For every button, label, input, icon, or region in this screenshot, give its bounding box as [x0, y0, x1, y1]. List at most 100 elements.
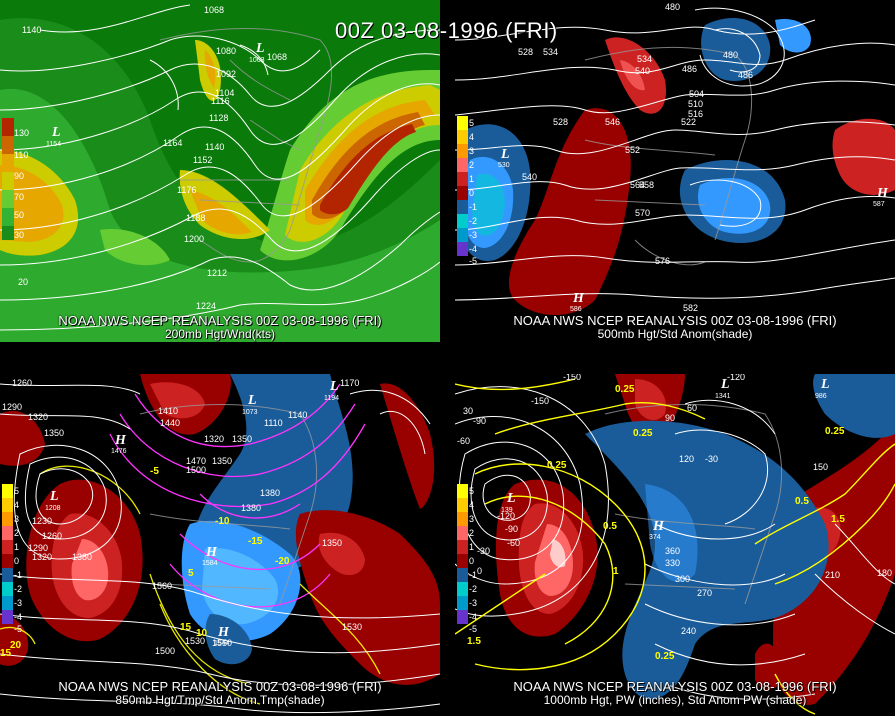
contour-label: 120	[679, 454, 694, 464]
scale-label: 0	[469, 556, 474, 566]
svg-text:L: L	[51, 125, 61, 140]
contour-label: -60	[507, 538, 520, 548]
contour-label: 1164	[163, 138, 182, 148]
high-center: H 1476	[111, 433, 127, 455]
contour-label: 1170	[340, 378, 359, 388]
temp-label: 10	[196, 628, 208, 639]
contour-label: 564	[630, 180, 645, 190]
svg-text:H: H	[114, 433, 127, 448]
scale-label: -4	[469, 612, 477, 622]
high-center: H 1584	[202, 545, 218, 567]
contour-label: 516	[688, 109, 703, 119]
svg-text:587: 587	[873, 201, 885, 208]
contour-label: 1550	[212, 638, 232, 648]
scale-label: -1	[14, 570, 22, 580]
contour-label: 1140	[288, 410, 307, 420]
legend-200mb: 130 110 90 70 50 30	[2, 118, 29, 240]
scale-label: 50	[14, 210, 24, 220]
low-center: L 1341	[715, 377, 731, 400]
panel-subtitle: 1000mb Hgt, PW (inches), Std Anom PW (sh…	[543, 693, 807, 707]
scale-label: 3	[469, 514, 474, 524]
pw-label: 0.25	[633, 428, 653, 439]
svg-text:H: H	[217, 625, 230, 640]
scale-label: -1	[469, 570, 477, 580]
contour-label: 486	[682, 64, 697, 74]
panel-1000mb: 5 4 3 2 1 0 -1 -2 -3 -4 -5 -150 -120 -90…	[455, 374, 895, 716]
svg-text:986: 986	[815, 393, 827, 400]
legend-1000mb: 5 4 3 2 1 0 -1 -2 -3 -4 -5	[457, 484, 477, 634]
temp-label: -5	[150, 466, 159, 477]
contour-label: 360	[665, 546, 680, 556]
contour-label: 1212	[207, 268, 227, 278]
contour-label: 558	[639, 180, 654, 190]
scale-label: -5	[14, 624, 22, 634]
contour-label: 1350	[322, 538, 342, 548]
contour-label: 534	[637, 54, 652, 64]
panel-200mb: 130 110 90 70 50 30 1068 1080 1068 1092 …	[0, 0, 440, 342]
contour-label: 1290	[2, 402, 22, 412]
contour-label: 1500	[186, 465, 206, 475]
scale-label: 1	[469, 174, 474, 184]
contour-label: 1140	[205, 142, 224, 152]
contour-label: 1350	[44, 428, 64, 438]
contour-label: 30	[463, 406, 473, 416]
contour-label: 576	[655, 256, 670, 266]
panel-850mb: 5 4 3 2 1 0 -1 -2 -3 -4 -5 1260 1290 132…	[0, 374, 440, 716]
scale-label: 0	[469, 188, 474, 198]
legend-500mb: 5 4 3 2 1 0 -1 -2 -3 -4 -5	[457, 116, 477, 266]
contour-label: 1200	[184, 234, 204, 244]
svg-text:H: H	[205, 545, 218, 560]
svg-text:L: L	[500, 147, 510, 162]
panel-caption: NOAA NWS NCEP REANALYSIS 00Z 03-08-1996 …	[513, 313, 837, 328]
pw-label: 0.25	[825, 426, 845, 437]
contour-label: 1068	[267, 52, 287, 62]
contour-label: 240	[681, 626, 696, 636]
scale-label: 1	[469, 542, 474, 552]
contour-label: 582	[683, 303, 698, 313]
pw-label: 0.5	[603, 521, 617, 532]
low-center: L 1194	[324, 379, 339, 402]
contour-label: -120	[497, 511, 515, 521]
contour-label: 1128	[209, 113, 228, 123]
contour-label: 1380	[241, 503, 261, 513]
scale-label: 110	[14, 150, 28, 160]
contour-label: 1560	[152, 581, 172, 591]
pw-label: 0.5	[795, 496, 809, 507]
contour-label: 180	[877, 568, 892, 578]
scale-label: 2	[14, 528, 19, 538]
panel-subtitle: 850mb Hgt/Tmp/Std Anom Tmp(shade)	[115, 693, 325, 707]
svg-text:1476: 1476	[111, 448, 127, 455]
svg-text:139: 139	[501, 507, 513, 514]
contour-label: 60	[687, 403, 697, 413]
contour-label: 1080	[216, 46, 236, 56]
contour-label: -120	[727, 374, 745, 382]
contour-label: 1290	[28, 543, 48, 553]
low-center: L 139	[501, 491, 516, 514]
contour-label: 20	[18, 277, 28, 287]
scale-label: -5	[469, 256, 477, 266]
contour-labels-200mb: 1068 1080 1068 1092 1104 1116 1128 1140 …	[18, 5, 287, 311]
contour-label: 528	[553, 117, 568, 127]
contour-label: -90	[473, 416, 486, 426]
scale-label: 4	[469, 132, 474, 142]
contour-label: -150	[563, 374, 581, 382]
contour-label: 1440	[160, 418, 180, 428]
svg-text:1208: 1208	[45, 505, 61, 512]
svg-text:1073: 1073	[242, 409, 258, 416]
svg-text:L: L	[506, 491, 516, 506]
scale-label: -2	[469, 584, 477, 594]
contour-label: 1500	[155, 646, 175, 656]
map-500mb: 5 4 3 2 1 0 -1 -2 -3 -4 -5 480 528 534 5…	[455, 2, 895, 315]
contour-label: 528	[518, 47, 533, 57]
scale-label: -2	[14, 584, 22, 594]
high-center: H 374	[649, 519, 665, 541]
scale-label: -4	[14, 612, 22, 622]
high-center: H 1544	[214, 625, 230, 647]
contour-label: -60	[457, 436, 470, 446]
scale-label: 90	[14, 171, 24, 181]
panel-caption: NOAA NWS NCEP REANALYSIS 00Z 03-08-1996 …	[58, 313, 382, 328]
scale-label: -5	[469, 624, 477, 634]
contour-label: 150	[813, 462, 828, 472]
contour-label: 1152	[193, 155, 212, 165]
